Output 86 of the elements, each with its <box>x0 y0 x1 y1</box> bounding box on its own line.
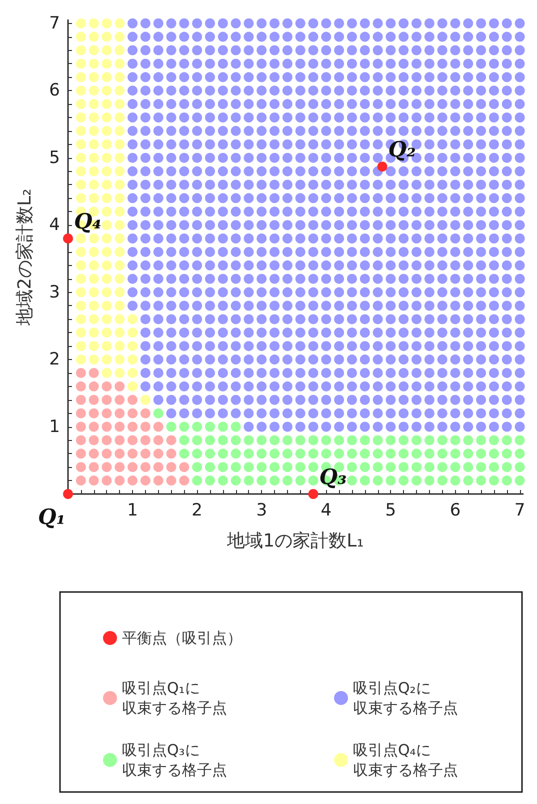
point <box>114 435 125 446</box>
point <box>88 368 99 378</box>
point <box>63 234 73 244</box>
point <box>153 476 164 486</box>
legend-label: 平衡点（吸引点） <box>122 629 242 647</box>
point <box>76 435 86 446</box>
point <box>102 448 112 459</box>
point <box>153 435 164 446</box>
point <box>179 462 190 472</box>
annotation: Q₃ <box>319 464 347 489</box>
point <box>114 462 125 472</box>
x-tick-label: 3 <box>256 500 268 520</box>
point <box>140 435 150 446</box>
point <box>128 448 138 459</box>
x-tick-label: 5 <box>385 500 396 520</box>
x-tick-label: 4 <box>320 500 332 520</box>
point <box>128 435 138 446</box>
legend-label: 吸引点Q₄に収束する格子点 <box>353 741 458 779</box>
point <box>88 394 99 405</box>
y-tick-label: 7 <box>49 13 60 34</box>
point <box>140 476 150 486</box>
point <box>88 381 99 392</box>
point <box>88 435 99 446</box>
point <box>88 462 99 472</box>
point <box>102 408 112 418</box>
point <box>76 408 86 418</box>
point <box>140 448 150 459</box>
y-tick-label: 6 <box>49 80 60 101</box>
legend-label: 吸引点Q₂に収束する格子点 <box>353 679 458 717</box>
point <box>153 448 164 459</box>
point <box>88 408 99 418</box>
point <box>114 394 125 405</box>
point <box>102 476 112 486</box>
point <box>102 435 112 446</box>
y-tick-label: 2 <box>49 350 60 370</box>
x-tick-label: 7 <box>514 500 526 520</box>
point <box>76 448 86 459</box>
point <box>102 394 112 405</box>
point <box>88 448 99 459</box>
point <box>88 476 99 486</box>
point <box>140 408 150 418</box>
point <box>114 408 125 418</box>
x-axis-title: 地域1の家計数L₁ <box>226 530 364 552</box>
point <box>166 435 176 446</box>
point <box>76 476 86 486</box>
legend-label: 吸引点Q₃に収束する格子点 <box>122 741 227 779</box>
point <box>76 394 86 405</box>
annotation: Q₄ <box>74 208 102 234</box>
y-axis-title: 地域2の家計数L₂ <box>14 188 36 326</box>
point <box>102 422 112 432</box>
point <box>88 422 99 432</box>
point <box>63 489 73 499</box>
x-tick-label: 6 <box>450 500 461 520</box>
point <box>114 448 125 459</box>
point <box>128 408 138 418</box>
y-tick-label: 1 <box>49 416 60 437</box>
point <box>128 422 138 432</box>
point <box>76 422 86 432</box>
annotation: Q₂ <box>388 136 416 162</box>
point <box>166 462 176 472</box>
point <box>128 394 138 405</box>
annotation: Q₁ <box>38 504 66 529</box>
point <box>179 476 190 486</box>
point <box>114 381 125 392</box>
point <box>102 381 112 392</box>
point <box>102 462 112 472</box>
point <box>140 462 150 472</box>
y-tick-label: 4 <box>49 215 60 236</box>
point <box>114 422 125 432</box>
point <box>114 476 125 486</box>
point <box>76 368 86 378</box>
legend-label: 吸引点Q₁に収束する格子点 <box>122 679 227 717</box>
point <box>128 462 138 472</box>
x-tick-label: 2 <box>192 500 202 520</box>
point <box>153 422 164 432</box>
y-tick-label: 5 <box>49 148 60 168</box>
x-tick-label: 1 <box>127 500 138 520</box>
point <box>308 489 318 499</box>
point <box>166 476 176 486</box>
point <box>140 422 150 432</box>
point <box>128 476 138 486</box>
point <box>76 462 86 472</box>
y-tick-label: 3 <box>49 282 60 302</box>
point <box>166 448 176 459</box>
point <box>76 381 86 392</box>
point <box>153 462 164 472</box>
